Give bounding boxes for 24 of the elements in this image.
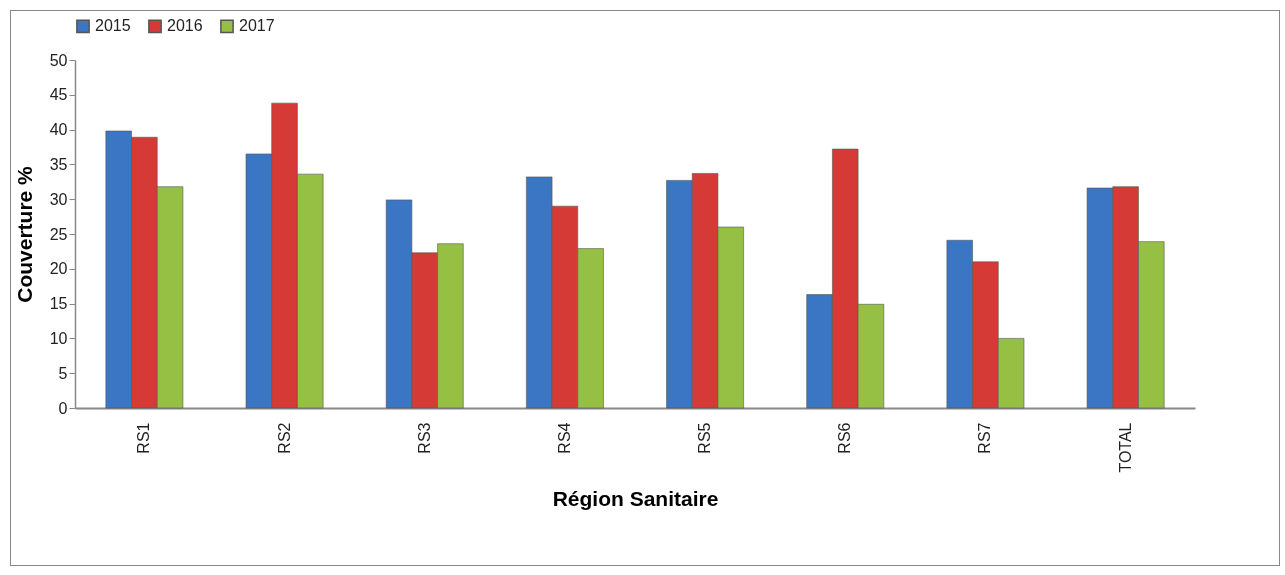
x-tick-label: TOTAL: [1116, 422, 1134, 473]
y-tick-label: 0: [58, 399, 68, 417]
x-tick-label: RS7: [976, 422, 994, 454]
legend-label: 2016: [167, 17, 203, 35]
x-tick-label: RS1: [135, 422, 153, 454]
y-tick-label: 50: [49, 51, 68, 69]
legend-label: 2017: [239, 17, 275, 35]
x-axis-title: Région Sanitaire: [552, 486, 719, 510]
x-tick-label: RS3: [415, 422, 433, 454]
x-tick-label: RS2: [275, 422, 293, 454]
y-tick-label: 5: [58, 364, 68, 382]
legend-label: 2015: [95, 17, 131, 35]
y-tick-label: 10: [49, 329, 68, 347]
y-axis-title: Couverture %: [12, 165, 36, 303]
x-tick-label: RS6: [836, 422, 854, 454]
x-tick-label: RS4: [555, 422, 573, 454]
y-tick-label: 25: [49, 225, 68, 243]
y-tick-label: 45: [49, 86, 68, 104]
y-tick-label: 40: [49, 121, 68, 139]
y-tick-label: 35: [49, 155, 68, 173]
x-tick-label: RS5: [696, 422, 714, 454]
y-tick-label: 30: [49, 190, 68, 208]
y-tick-label: 15: [49, 295, 68, 313]
y-tick-label: 20: [49, 260, 68, 278]
